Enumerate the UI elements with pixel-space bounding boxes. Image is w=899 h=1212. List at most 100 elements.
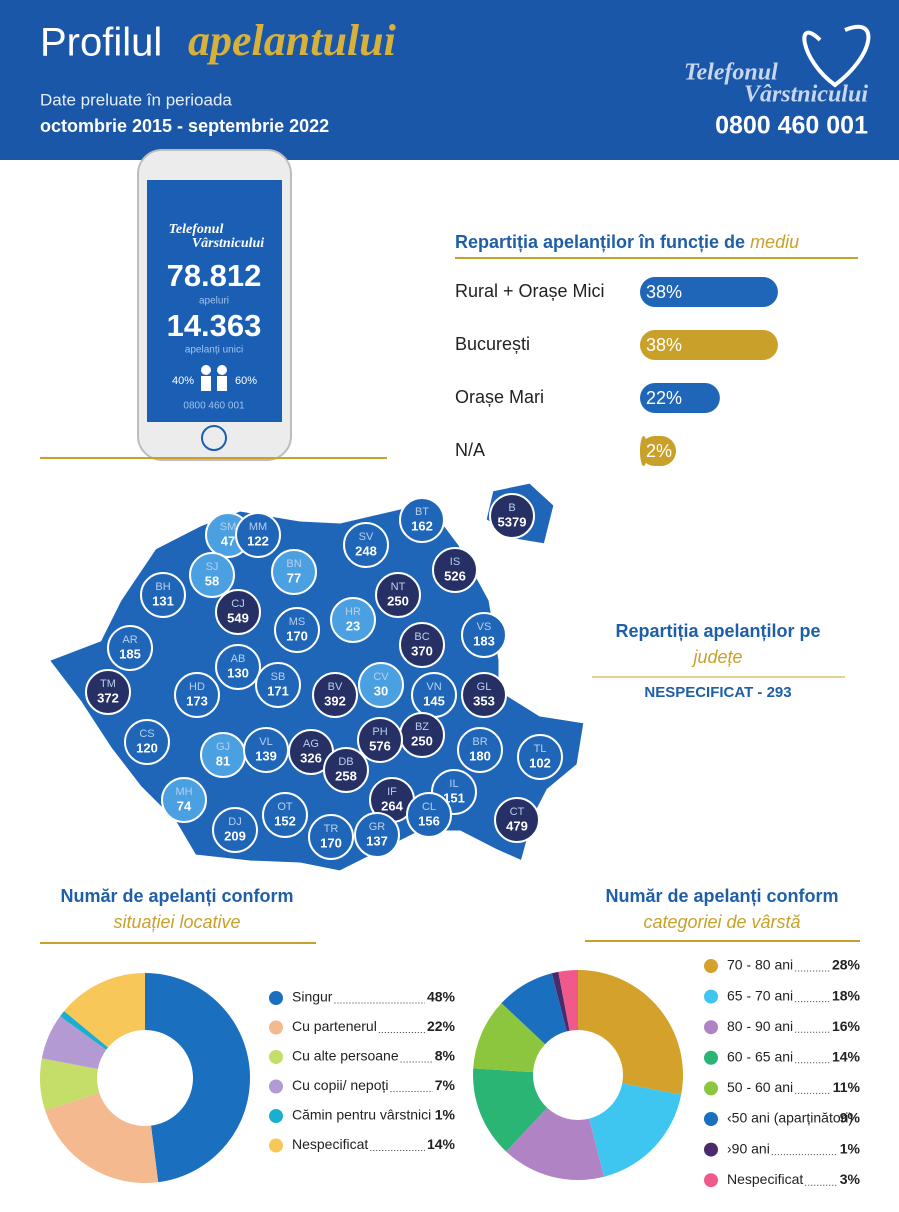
legend-value: 9% [840,1110,861,1126]
county-value: 370 [411,643,433,658]
county-code: BV [328,681,343,693]
county-value: 122 [247,533,269,548]
calls-label: apeluri [199,296,229,307]
county-code: HR [345,606,361,618]
county [124,719,170,765]
county-code: IS [450,556,460,568]
legend-label: Cu alte persoane [292,1048,399,1064]
county-code: CS [139,728,154,740]
county-value: 526 [444,568,466,583]
county-value: 180 [469,748,491,763]
map-title-accent: județe [690,647,742,667]
county [308,814,354,860]
county [399,622,445,668]
icon-person [201,365,211,375]
county-value: 23 [346,618,360,633]
legend-label: Cu partenerul [292,1018,377,1034]
legend-dot [269,1079,283,1094]
legend-label: 80 - 90 ani [727,1018,793,1034]
icon-person [201,376,211,391]
bar-cap [640,436,676,466]
county-value: 372 [97,690,119,705]
legend-value: 14% [832,1049,861,1065]
county [189,552,235,598]
bar-value-label: 2% [646,441,672,461]
county-value: 102 [529,755,551,770]
county-value: 139 [255,748,277,763]
legend-value: 8% [435,1048,456,1064]
legend-dot [269,1050,283,1064]
donut-slice [41,1016,107,1070]
county-value: 171 [267,683,289,698]
bar [640,277,778,307]
legend-dot [704,1020,718,1035]
legend-label: 60 - 65 ani [727,1049,793,1065]
county-code: BT [415,506,429,518]
screen-logo-2: Vârstnicului [192,236,264,251]
county [406,792,452,838]
bar-value-label: 38% [646,282,682,302]
county-code: GR [369,821,386,833]
legend-value: 11% [833,1079,861,1095]
legend-dot [269,1020,283,1035]
legend-value: 48% [427,989,456,1005]
county-code: CJ [231,598,244,610]
donut-subtitle: situației locative [113,912,240,932]
logo-heart [802,24,871,88]
county-code: TL [534,743,547,755]
county [274,607,320,653]
county-code: CV [373,671,389,683]
legend-dot [704,1142,718,1157]
home-button [201,425,227,451]
county-code: BH [155,581,170,593]
legend-label: 50 - 60 ani [727,1079,793,1095]
legend-dot [704,959,718,973]
county-code: AB [231,653,246,665]
legend-value: 1% [840,1140,861,1156]
county [330,597,376,643]
county [85,669,131,715]
legend-dot [269,1138,283,1153]
calls: 78.812 [167,258,262,293]
county-code: MH [175,786,192,798]
county [235,512,281,558]
legend-label: Cămin pentru vârstnici [292,1107,431,1123]
bar-title-accent: mediu [750,232,799,252]
subtitle: Date preluate în perioada [40,90,232,109]
legend-dot [704,1112,718,1126]
county-code: GJ [216,741,230,753]
legend-label: 65 - 70 ani [727,987,793,1003]
legend-label: Cu copii/ nepoți [292,1077,389,1093]
bar-category: Rural + Orașe Mici [455,281,605,301]
screen-phone: 0800 460 001 [183,401,245,412]
county-value: 151 [443,790,465,805]
legend-dot [704,1081,718,1096]
donut-slice [578,970,684,1095]
donut-slice [501,973,567,1045]
county-code: VS [477,621,492,633]
donut-slice [589,1083,682,1177]
unspecified: NESPECIFICAT - 293 [644,684,791,701]
county [489,493,535,539]
county-code: MM [249,521,267,533]
county-code: VL [259,736,272,748]
donut-slice [551,971,570,1032]
county-value: 326 [300,750,322,765]
county-value: 183 [473,633,495,648]
county-value: 248 [355,543,377,558]
county [461,612,507,658]
county-value: 209 [224,828,246,843]
county [161,777,207,823]
county-code: SJ [206,561,219,573]
county-code: SB [271,671,286,683]
county-value: 5379 [498,514,527,529]
donut-slice [40,1058,100,1111]
county-code: BR [472,736,487,748]
county-value: 74 [177,798,192,813]
county [212,807,258,853]
county [174,672,220,718]
county-code: BC [414,631,429,643]
donut-subtitle: categoriei de vârstă [643,912,800,932]
unique-label: apelanți unici [185,345,243,356]
header-band [0,0,899,160]
